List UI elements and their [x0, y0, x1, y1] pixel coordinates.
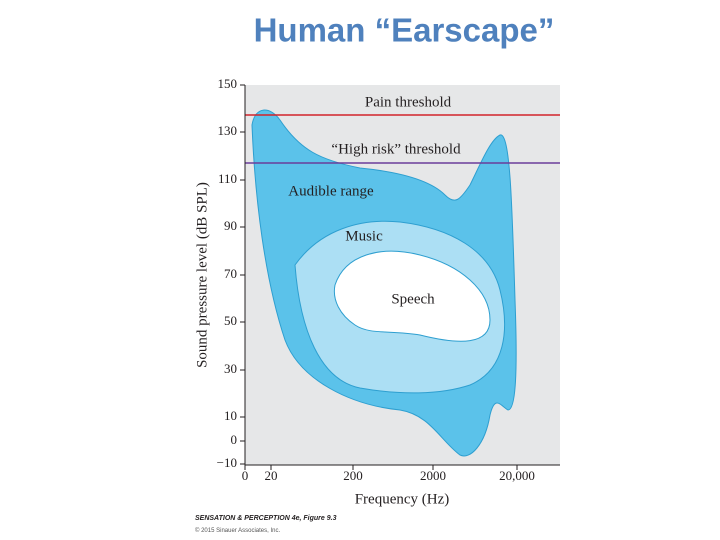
high-risk-label: “High risk” threshold: [331, 141, 461, 157]
x-tick-label: 0: [242, 468, 249, 483]
y-tick-label: 110: [218, 171, 237, 186]
y-tick-label: −10: [217, 455, 237, 470]
x-tick-label: 200: [343, 468, 363, 483]
x-tick-label: 20,000: [499, 468, 535, 483]
audible-label: Audible range: [288, 183, 374, 199]
y-tick-label: 90: [224, 218, 237, 233]
speech-label: Speech: [391, 291, 435, 307]
y-tick-label: 70: [224, 266, 237, 281]
pain-label: Pain threshold: [365, 94, 452, 110]
y-tick-label: 150: [218, 76, 238, 91]
credit: SENSATION & PERCEPTION 4e, Figure 9.3: [195, 515, 337, 522]
speech-region: [333, 250, 491, 342]
slide-title: Human “Earscape”: [254, 12, 555, 49]
credit: © 2015 Sinauer Associates, Inc.: [195, 527, 280, 534]
y-axis-label: Sound pressure level (dB SPL): [194, 182, 210, 368]
y-tick-label: 130: [218, 123, 238, 138]
y-tick-label: 30: [224, 361, 237, 376]
y-tick-label: 10: [224, 408, 237, 423]
y-tick-label: 50: [224, 313, 237, 328]
music-label: Music: [345, 228, 383, 244]
x-axis-label: Frequency (Hz): [355, 491, 450, 507]
x-tick-label: 2000: [420, 468, 446, 483]
x-tick-label: 20: [265, 468, 278, 483]
y-tick-label: 0: [231, 432, 238, 447]
